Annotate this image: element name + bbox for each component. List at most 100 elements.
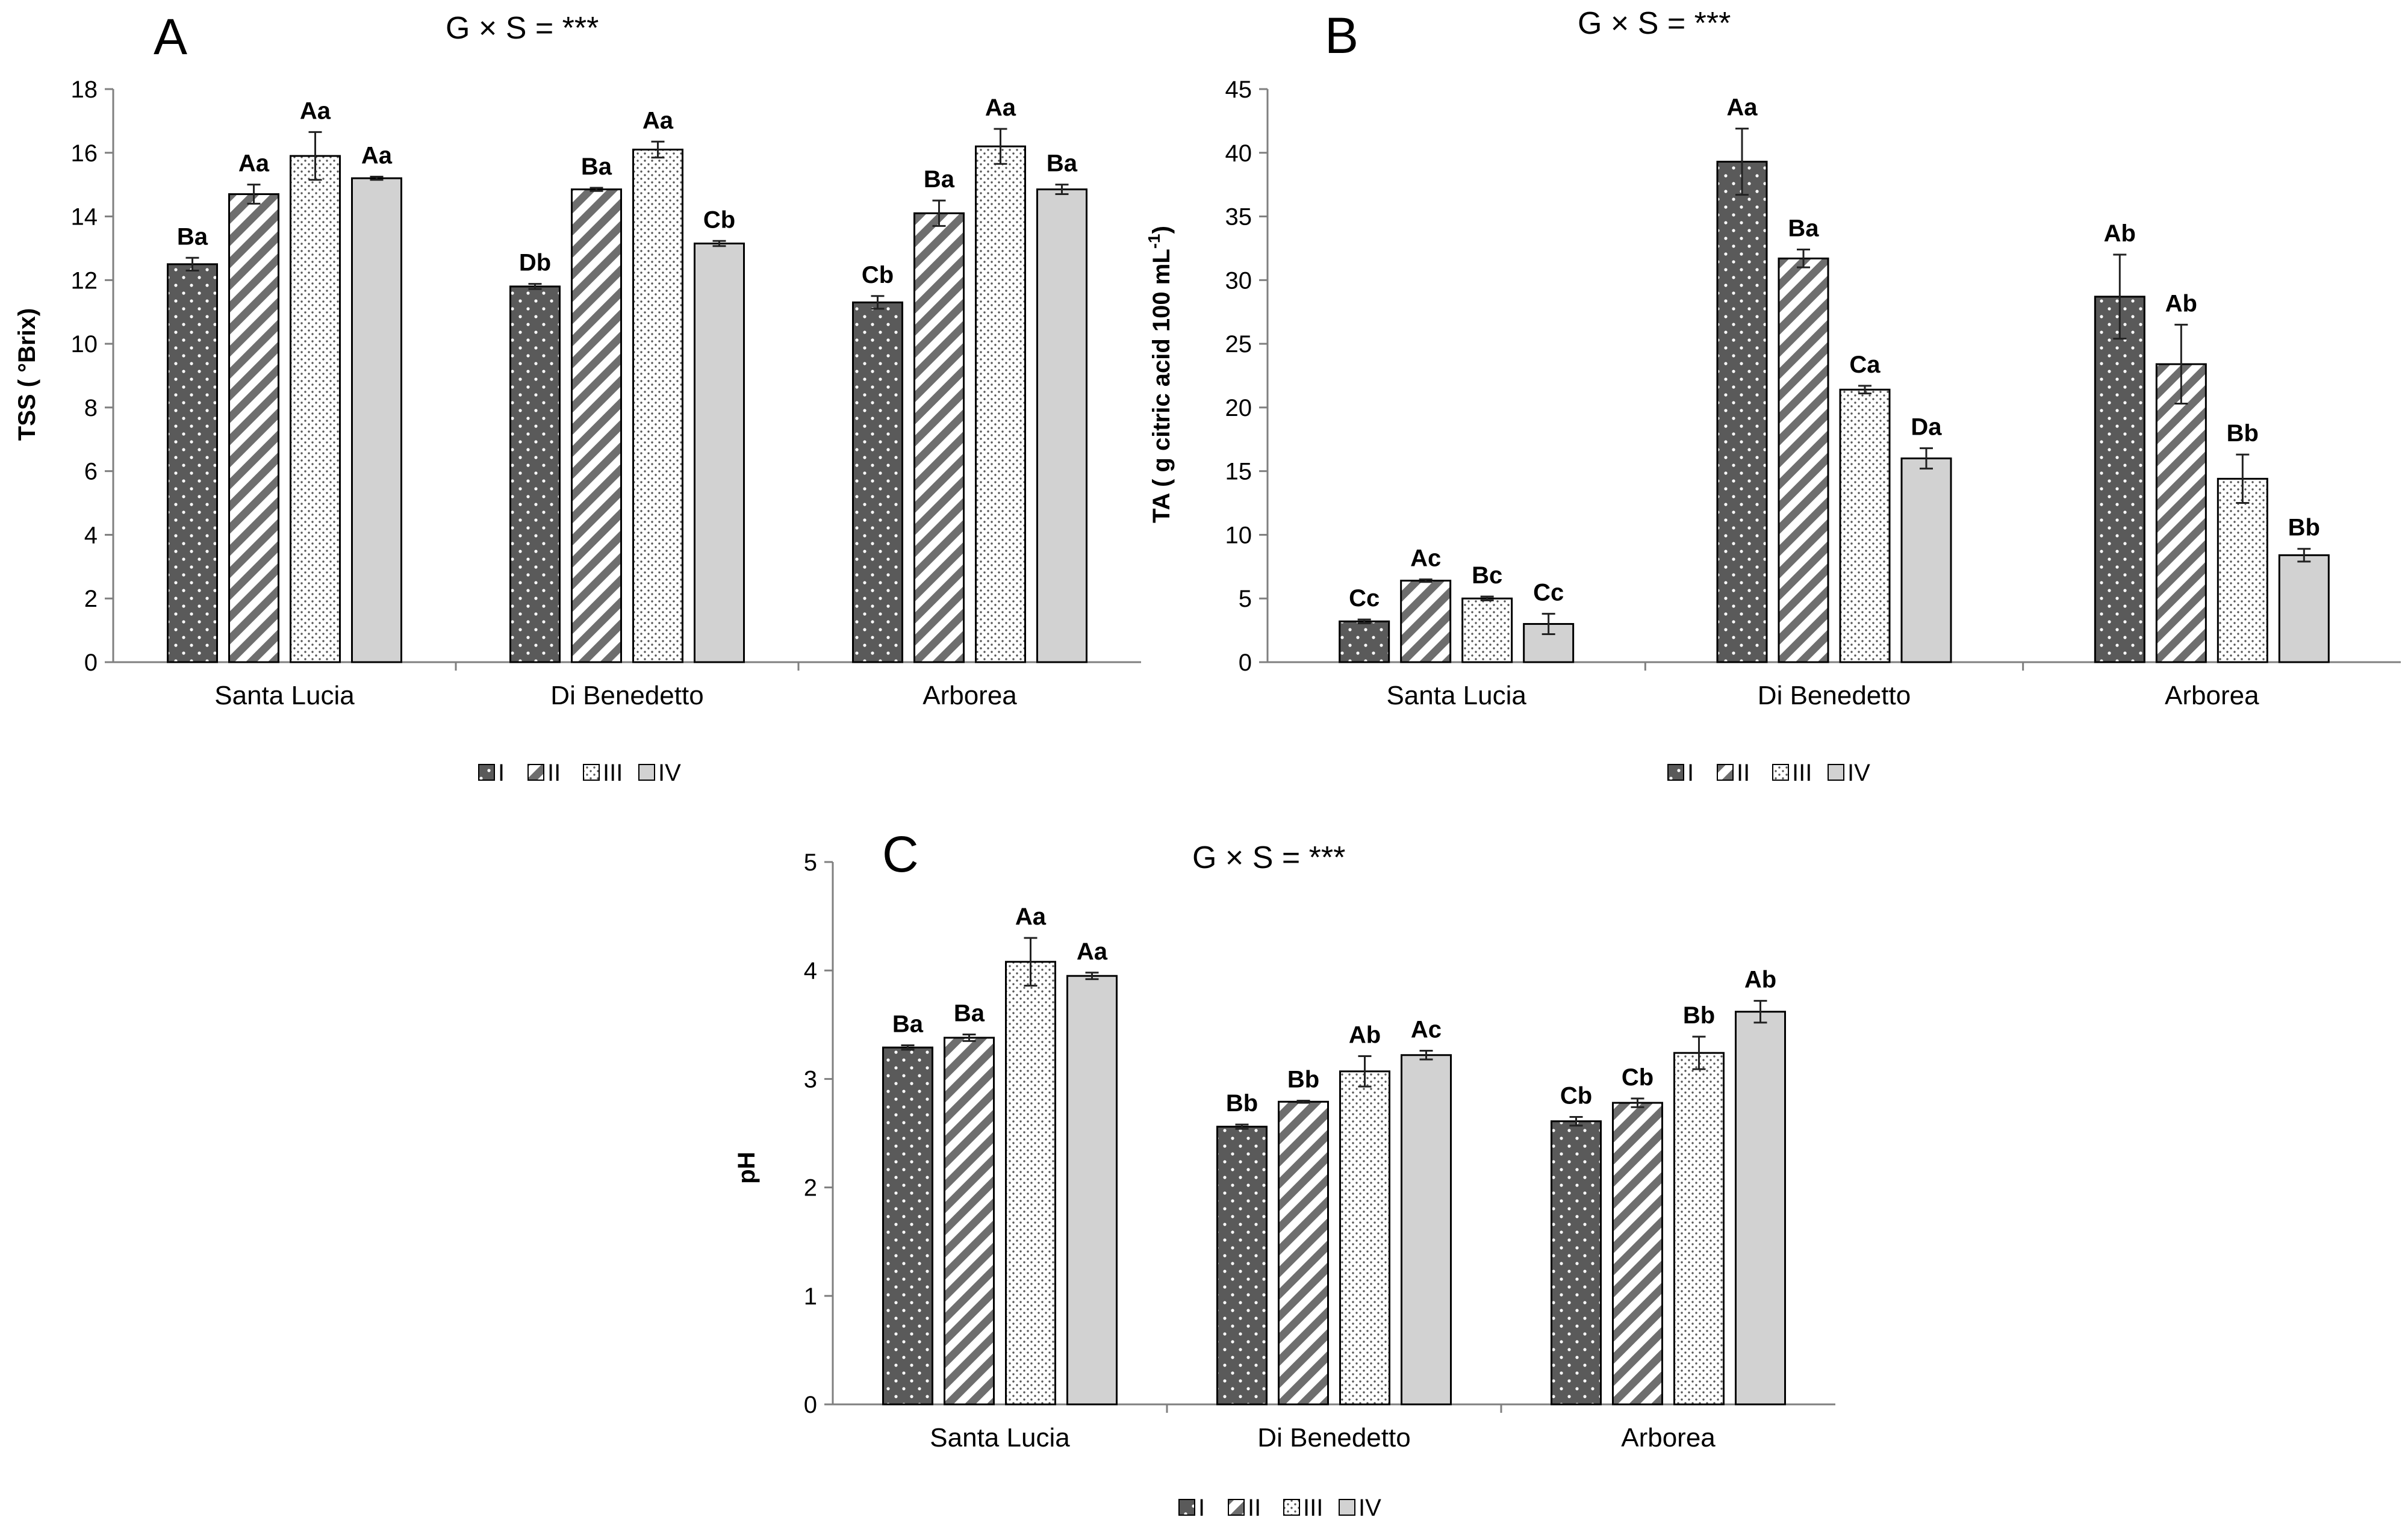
significance-label: Ba (581, 154, 612, 180)
bar-ii (913, 212, 965, 663)
y-tick-label: 4 (84, 522, 98, 548)
significance-label: Ba (892, 1011, 924, 1038)
x-category-label: Santa Lucia (930, 1423, 1070, 1453)
bar-iii (1005, 961, 1056, 1406)
legend-swatch-iii (1283, 1499, 1300, 1516)
y-axis-label-text: TA ( g citric acid 100 mL (1148, 249, 1175, 523)
significance-label: Bb (1226, 1090, 1258, 1117)
interaction-title: G × S = *** (1192, 840, 1345, 875)
bar-iii (632, 148, 683, 663)
bar-ii (1278, 1100, 1329, 1406)
legend-label: IV (1847, 760, 1870, 786)
x-category-label: Santa Lucia (1386, 681, 1526, 710)
y-tick-label: 14 (71, 204, 98, 231)
legend-swatch-iii (583, 764, 600, 781)
significance-label: Ab (2104, 220, 2136, 247)
significance-label: Cb (1560, 1082, 1592, 1109)
significance-label: Ba (1788, 216, 1819, 242)
y-tick-label: 16 (71, 140, 98, 167)
chart-panel-a: A G × S = *** TSS ( °Brix) 0 2 4 6 8 10 12 14 16 18 S… (14, 8, 1141, 786)
significance-label: Aa (238, 150, 270, 177)
x-category-label: Di Benedetto (1257, 1423, 1410, 1453)
x-category-label: Arborea (922, 681, 1017, 710)
significance-label: Cb (703, 206, 735, 233)
significance-label: Bc (1472, 562, 1502, 589)
bar-iv (1036, 188, 1087, 663)
x-category-label: Santa Lucia (214, 681, 355, 710)
legend-label: IV (1358, 1495, 1381, 1521)
bar-i (1551, 1120, 1602, 1406)
panel-letter: C (882, 826, 919, 882)
significance-label: Ab (1349, 1022, 1381, 1049)
y-tick-label: 1 (804, 1283, 817, 1310)
legend: I II III IV (1178, 1495, 1381, 1521)
y-tick-label: 0 (84, 650, 98, 676)
y-tick-label: 18 (71, 76, 98, 103)
x-category-label: Arborea (2165, 681, 2259, 710)
significance-label: Aa (985, 95, 1016, 121)
legend-label: I (1198, 1495, 1205, 1521)
significance-label: Cb (1622, 1064, 1654, 1091)
bar-iii (2217, 477, 2268, 663)
bar-i (509, 285, 561, 663)
legend-label: I (1687, 760, 1694, 786)
significance-label: Bb (1683, 1002, 1715, 1029)
bar-iii (1339, 1070, 1390, 1406)
y-axis-label-tail: ) (1148, 226, 1175, 234)
y-axis-label-text: pH (733, 1152, 760, 1183)
bar-iii (1461, 597, 1513, 663)
significance-label: Ba (177, 223, 208, 250)
y-tick-label: 45 (1225, 76, 1252, 103)
significance-label: Cc (1349, 585, 1380, 612)
significance-label: Ca (1849, 352, 1881, 378)
significance-label: Aa (1077, 938, 1108, 965)
bar-iii (1673, 1052, 1725, 1406)
bar-iv (694, 243, 745, 663)
significance-label: Ac (1411, 1017, 1442, 1043)
y-tick-label: 20 (1225, 395, 1252, 421)
y-tick-label: 12 (71, 267, 98, 294)
bar-iv (2278, 554, 2330, 663)
bar-ii (1400, 580, 1452, 663)
legend-swatch-iv (1339, 1499, 1355, 1516)
significance-label: Aa (300, 98, 331, 124)
x-category-label: Di Benedetto (1758, 681, 1911, 710)
bar-i (852, 301, 903, 663)
legend: I II III IV (1667, 760, 1870, 786)
significance-label: Ba (1047, 150, 1078, 177)
legend-label: II (547, 760, 561, 786)
significance-label: Da (1911, 414, 1942, 441)
legend-label: I (498, 760, 505, 786)
significance-label: Db (519, 250, 551, 276)
bar-ii (1778, 257, 1829, 663)
significance-label: Aa (1015, 904, 1047, 930)
legend-swatch-ii (1717, 764, 1734, 781)
legend-label: III (1303, 1495, 1323, 1521)
significance-label: Ab (1744, 967, 1776, 993)
x-category-label: Arborea (1621, 1423, 1716, 1453)
y-tick-label: 3 (804, 1066, 817, 1093)
panel-letter: A (154, 8, 187, 65)
bar-i (2094, 296, 2145, 663)
bar-iv (1066, 975, 1118, 1406)
y-tick-label: 30 (1225, 267, 1252, 294)
chart-panel-c: C G × S = *** pH 0 1 2 3 4 5 Santa Lucia Ba Ba Aa Aa D… (733, 826, 1835, 1521)
y-tick-label: 2 (804, 1175, 817, 1202)
legend-swatch-i (478, 764, 495, 781)
x-category-label: Di Benedetto (550, 681, 703, 710)
y-tick-label: 0 (804, 1392, 817, 1418)
interaction-title: G × S = *** (446, 11, 599, 46)
bar-iv (1900, 457, 1952, 663)
bar-i (1216, 1126, 1268, 1406)
legend-swatch-i (1667, 764, 1684, 781)
bar-iv (1735, 1011, 1786, 1406)
legend-swatch-iii (1772, 764, 1789, 781)
y-tick-label: 5 (804, 849, 817, 876)
significance-label: Bb (2288, 515, 2320, 541)
y-tick-label: 4 (804, 958, 817, 984)
y-axis-label: pH (733, 1152, 760, 1183)
y-tick-label: 2 (84, 586, 98, 612)
significance-label: Cb (862, 262, 894, 288)
legend-swatch-ii (1228, 1499, 1245, 1516)
